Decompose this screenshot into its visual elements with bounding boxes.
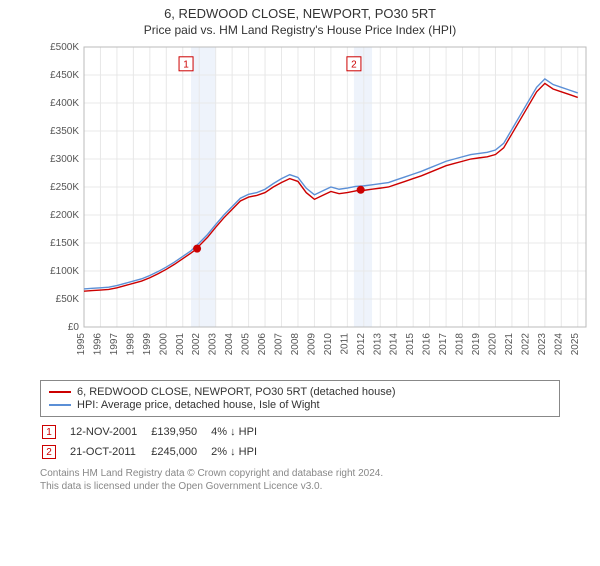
svg-text:2020: 2020 [487,333,498,356]
svg-text:2025: 2025 [570,333,581,356]
svg-text:£450K: £450K [50,70,79,81]
transaction-price: £139,950 [151,423,209,441]
transaction-row: 2 21-OCT-2011£245,0002% ↓ HPI [42,443,269,461]
svg-text:2000: 2000 [158,333,169,356]
transaction-date: 12-NOV-2001 [70,423,149,441]
svg-text:2004: 2004 [224,333,235,356]
svg-text:2015: 2015 [405,333,416,356]
chart-title: 6, REDWOOD CLOSE, NEWPORT, PO30 5RT [0,6,600,21]
svg-text:1997: 1997 [109,333,120,356]
svg-text:2002: 2002 [191,333,202,356]
transaction-delta: 2% ↓ HPI [211,443,269,461]
svg-text:2021: 2021 [504,333,515,356]
svg-text:1: 1 [183,59,189,70]
svg-text:2024: 2024 [553,333,564,356]
svg-text:2023: 2023 [537,333,548,356]
legend-item: 6, REDWOOD CLOSE, NEWPORT, PO30 5RT (det… [49,386,551,398]
footnote-line: This data is licensed under the Open Gov… [40,480,560,493]
svg-text:2011: 2011 [339,333,350,355]
chart-plot-area: £0 £50K £100K £150K £200K £250K £300K £350K £400… [40,41,590,374]
svg-text:2001: 2001 [175,333,186,356]
svg-text:2022: 2022 [520,333,531,356]
svg-text:2014: 2014 [389,333,400,356]
svg-text:2009: 2009 [306,333,317,356]
svg-text:2008: 2008 [290,333,301,356]
svg-text:£50K: £50K [56,294,80,305]
chart-container: 6, REDWOOD CLOSE, NEWPORT, PO30 5RT Pric… [0,6,600,566]
legend-swatch [49,404,71,406]
svg-text:£400K: £400K [50,98,79,109]
svg-text:2019: 2019 [471,333,482,356]
svg-text:1999: 1999 [142,333,153,356]
transactions-table: 1 12-NOV-2001£139,9504% ↓ HPI 2 21-OCT-2011… [40,421,271,463]
line-chart-svg: £0 £50K £100K £150K £200K £250K £300K £350K £400… [40,41,590,371]
transaction-badge: 2 [42,445,56,459]
transaction-delta: 4% ↓ HPI [211,423,269,441]
transaction-price: £245,000 [151,443,209,461]
svg-text:2010: 2010 [323,333,334,356]
svg-text:2017: 2017 [438,333,449,356]
svg-text:£300K: £300K [50,154,79,165]
svg-text:2012: 2012 [356,333,367,356]
svg-text:2013: 2013 [372,333,383,356]
legend-item: HPI: Average price, detached house, Isle… [49,399,551,411]
svg-text:2018: 2018 [455,333,466,356]
legend-swatch [49,391,71,393]
svg-text:£100K: £100K [50,266,79,277]
transaction-row: 1 12-NOV-2001£139,9504% ↓ HPI [42,423,269,441]
svg-text:£200K: £200K [50,210,79,221]
svg-text:1998: 1998 [125,333,136,356]
svg-text:2006: 2006 [257,333,268,356]
footnote-line: Contains HM Land Registry data © Crown c… [40,467,560,480]
svg-text:£350K: £350K [50,126,79,137]
svg-text:2003: 2003 [208,333,219,356]
svg-text:2007: 2007 [274,333,285,356]
svg-text:1996: 1996 [92,333,103,356]
svg-text:£0: £0 [68,322,80,333]
svg-text:2005: 2005 [241,333,252,356]
chart-subtitle: Price paid vs. HM Land Registry's House … [0,23,600,37]
transaction-badge: 1 [42,425,56,439]
svg-text:£500K: £500K [50,42,79,53]
svg-text:£150K: £150K [50,238,79,249]
footnote: Contains HM Land Registry data © Crown c… [40,467,560,493]
svg-text:1995: 1995 [76,333,87,356]
legend: 6, REDWOOD CLOSE, NEWPORT, PO30 5RT (det… [40,380,560,417]
legend-label: 6, REDWOOD CLOSE, NEWPORT, PO30 5RT (det… [77,386,396,398]
svg-text:2016: 2016 [422,333,433,356]
legend-label: HPI: Average price, detached house, Isle… [77,399,320,411]
svg-text:£250K: £250K [50,182,79,193]
svg-text:2: 2 [351,59,357,70]
transaction-date: 21-OCT-2011 [70,443,149,461]
